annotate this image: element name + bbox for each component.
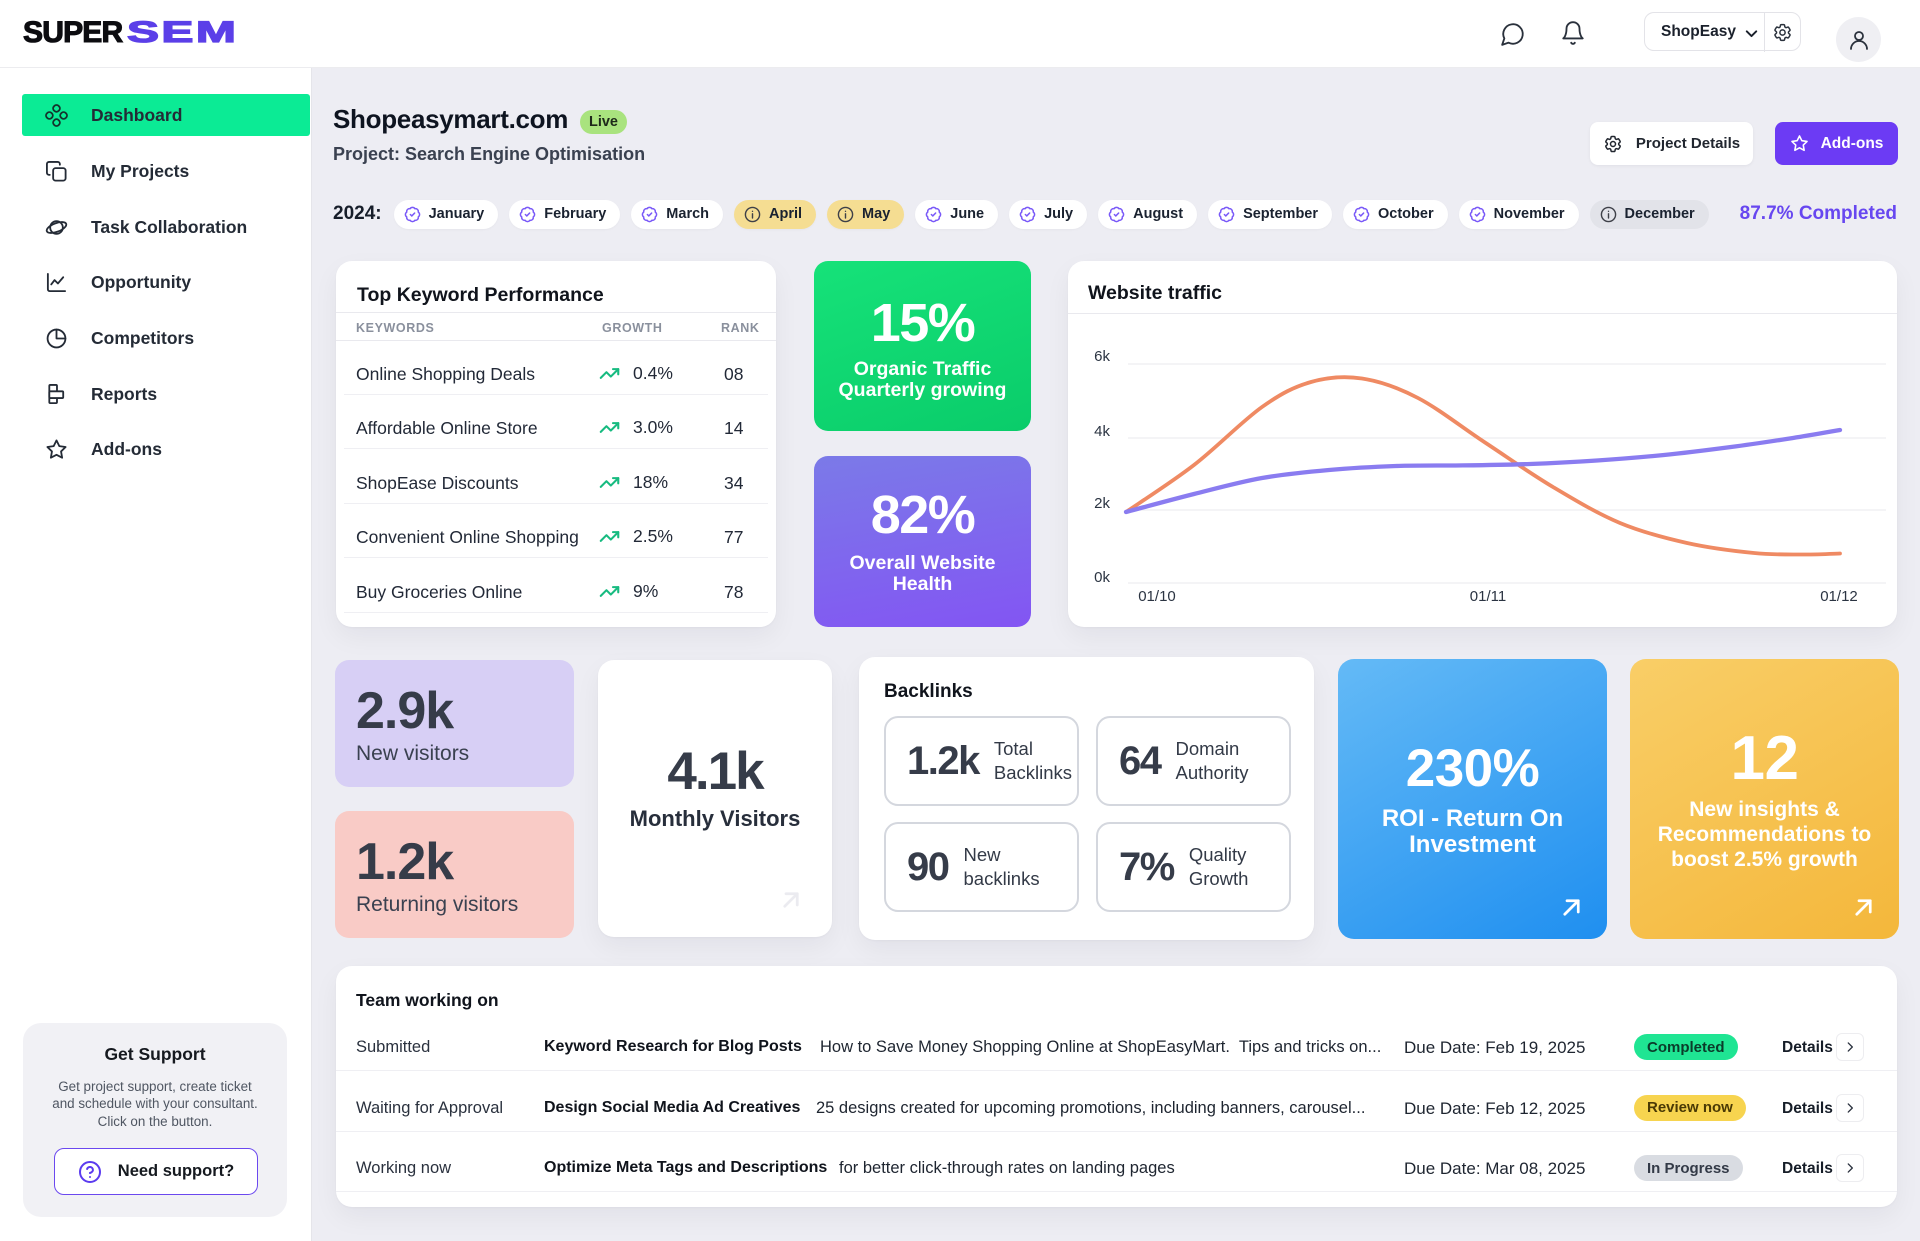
svg-text:01/10: 01/10 [1138, 588, 1176, 605]
svg-text:01/11: 01/11 [1470, 588, 1506, 605]
svg-text:01/12: 01/12 [1820, 588, 1858, 605]
svg-text:4k: 4k [1094, 423, 1110, 440]
svg-text:6k: 6k [1094, 348, 1110, 365]
svg-text:2k: 2k [1094, 495, 1110, 512]
svg-text:0k: 0k [1094, 569, 1110, 586]
